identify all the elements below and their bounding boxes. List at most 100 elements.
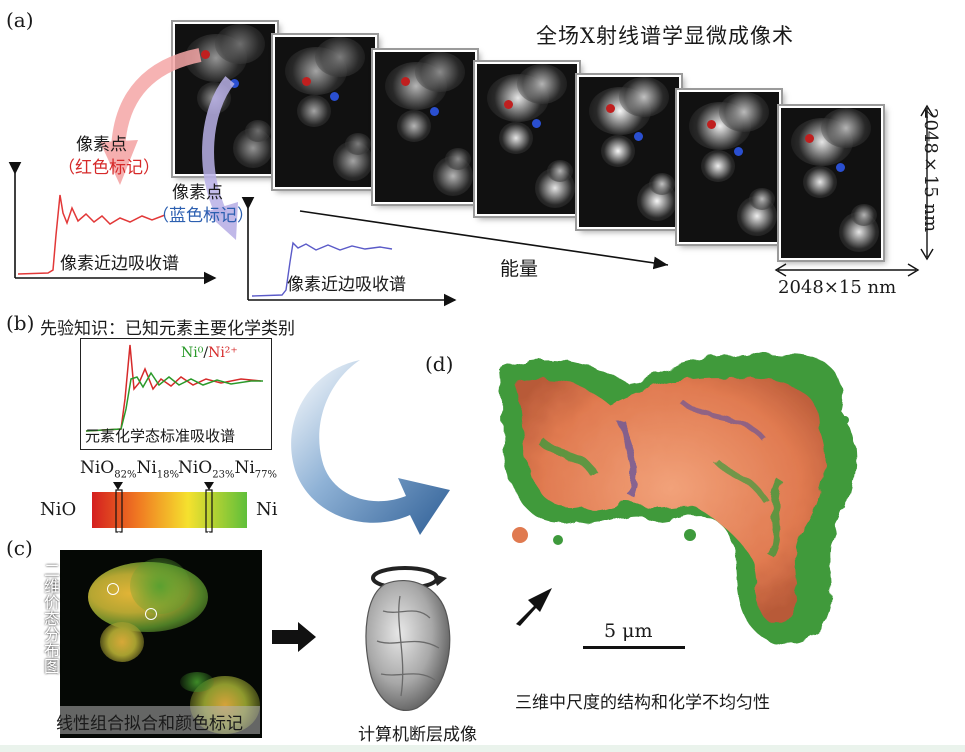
red-spectrum-label: 像素近边吸收谱 (60, 254, 179, 274)
dimension-vertical-label: 2048×15 nm (920, 108, 941, 233)
particle-2 (100, 622, 144, 662)
red-pixel-marker-label: （红色标记） (58, 158, 160, 178)
energy-frame (373, 50, 477, 204)
energy-label: 能量 (500, 258, 539, 280)
panel-a-graphics (8, 48, 934, 307)
energy-arrow (299, 210, 669, 270)
pixel-circle-2 (145, 608, 157, 620)
marker-triangle-1 (113, 482, 123, 490)
blue-spectrum-label: 像素近边吸收谱 (287, 275, 406, 295)
marker-box-2 (205, 489, 213, 533)
particle-blob (821, 108, 871, 148)
red-pixel-marker (606, 104, 615, 113)
particle-blob (345, 133, 371, 155)
particle-blob (547, 160, 573, 182)
particle-blob (619, 77, 669, 117)
color-scale-bar (92, 492, 247, 528)
comp2-metal: Ni (234, 458, 255, 478)
particle-blob (499, 122, 533, 154)
panel-label-a: (a) (6, 8, 34, 32)
blue-pixel-marker (430, 107, 439, 116)
particle-blob (701, 150, 735, 182)
panel-d-caption: 三维中尺度的结构和化学不均匀性 (515, 693, 770, 713)
legend-separator: / (203, 345, 209, 361)
red-pixel-arrow (111, 48, 202, 151)
comp2-oxide-pct: 23% (212, 469, 235, 481)
particle-blob (601, 135, 635, 167)
blue-pixel-marker-label: （蓝色标记） (152, 206, 254, 226)
blue-pixel-label: 像素点 (172, 183, 223, 203)
arrow-to-ct (272, 622, 316, 652)
red-pixel-marker (401, 77, 410, 86)
blue-pixel-marker (836, 163, 845, 172)
energy-frame (173, 22, 277, 176)
red-spectrum-curve (17, 194, 166, 275)
bottom-strip (0, 745, 965, 752)
dimension-horizontal-label: 2048×15 nm (778, 277, 897, 298)
comp1-metal-pct: 18% (156, 469, 180, 481)
particle-blob (649, 173, 675, 195)
blue-pixel-arrow (202, 76, 235, 218)
arrow-to-3d (516, 588, 552, 626)
particle-blob (517, 64, 567, 104)
blue-pixel-marker (330, 92, 339, 101)
blue-spectrum-curve (251, 241, 393, 297)
legend-ni0: Ni⁰ (181, 345, 204, 361)
scale-bar-label: 5 μm (604, 620, 653, 642)
curved-blue-arrow (291, 360, 450, 535)
prior-knowledge-text: 先验知识：已知元素主要化学类别 (40, 319, 295, 339)
comp1-oxide-pct: 82% (114, 469, 137, 481)
composition-label-1: NiO82%Ni18% (80, 458, 179, 480)
ni0-standard-curve (85, 371, 263, 432)
marker-triangle-2 (204, 482, 214, 490)
red-pixel-marker (504, 100, 513, 109)
comp1-metal: Ni (136, 458, 157, 478)
red-pixel-arrow-head (100, 140, 138, 185)
particle-blob (245, 120, 271, 142)
dimension-horizontal-arrow (774, 263, 920, 277)
energy-frame (779, 106, 883, 260)
scale-bar (583, 646, 685, 649)
red-pixel-marker (707, 120, 716, 129)
red-pixel-marker (201, 50, 210, 59)
comp2-metal-pct: 77% (254, 469, 278, 481)
particle-blob (445, 148, 471, 170)
particle-blob (297, 95, 331, 127)
particle-blob (397, 110, 431, 142)
fit-label-band (60, 706, 260, 734)
pixel-circle-1 (107, 583, 119, 595)
blue-pixel-marker (734, 147, 743, 156)
blue-pixel-marker (532, 119, 541, 128)
energy-frame (577, 75, 681, 229)
scale-right-label: Ni (256, 499, 278, 520)
valence-map-label: 二维价态分布图 (41, 562, 60, 674)
map-label-holder (66, 564, 72, 694)
composition-label-2: NiO23%Ni77% (178, 458, 277, 480)
mesoscale-3d-render (500, 353, 855, 644)
standard-spectra-box: Ni⁰/Ni²⁺ 元素化学态标准吸收谱 (80, 338, 272, 450)
comp2-oxide: NiO (178, 458, 213, 478)
particle-blob (215, 24, 265, 64)
red-spectrum-plot (8, 161, 217, 285)
legend-ni2: Ni²⁺ (208, 345, 238, 361)
tomography-particle (365, 566, 451, 711)
panel-a-title: 全场X射线谱学显微成像术 (536, 24, 794, 48)
red-pixel-marker (302, 77, 311, 86)
energy-frame (273, 35, 377, 189)
particle-1b (130, 558, 190, 614)
standard-spectra-label: 元素化学态标准吸收谱 (85, 427, 236, 445)
dimension-vertical-arrow (920, 104, 934, 261)
standard-spectra-plot (85, 344, 263, 432)
red-pixel-label: 像素点 (76, 135, 127, 155)
standard-legend: Ni⁰/Ni²⁺ (181, 345, 238, 361)
blue-pixel-arrow-head (205, 202, 238, 240)
blue-spectrum-plot (241, 196, 457, 307)
ct-label: 计算机断层成像 (358, 725, 477, 745)
panel-label-b: (b) (6, 311, 35, 335)
panel-label-c: (c) (6, 536, 33, 560)
blue-pixel-marker (230, 79, 239, 88)
particle-3b (180, 672, 214, 692)
fit-label: 线性组合拟合和颜色标记 (56, 714, 243, 734)
red-pixel-marker (805, 134, 814, 143)
particle-blob (315, 37, 365, 77)
